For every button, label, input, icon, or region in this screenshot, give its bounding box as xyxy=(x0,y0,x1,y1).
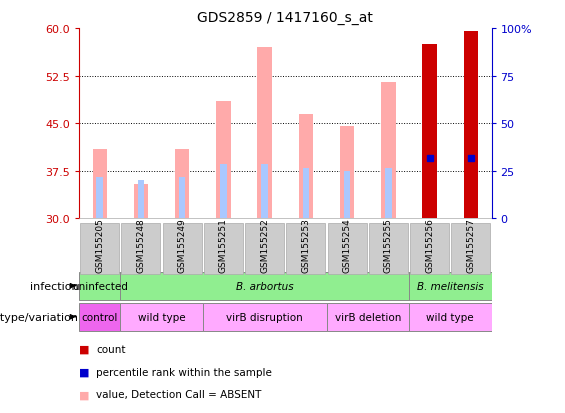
Bar xyxy=(344,171,350,219)
Text: ■: ■ xyxy=(79,367,90,377)
Text: infection: infection xyxy=(30,281,79,291)
Text: virB disruption: virB disruption xyxy=(227,312,303,322)
Bar xyxy=(216,102,231,219)
FancyBboxPatch shape xyxy=(79,272,120,300)
Bar xyxy=(423,45,437,219)
Bar xyxy=(179,178,185,219)
Text: GSM155254: GSM155254 xyxy=(343,218,351,273)
Text: count: count xyxy=(96,344,125,354)
Bar xyxy=(93,149,107,219)
Text: B. arbortus: B. arbortus xyxy=(236,281,293,291)
Text: GSM155205: GSM155205 xyxy=(95,218,104,273)
FancyBboxPatch shape xyxy=(409,303,492,331)
Text: GSM155248: GSM155248 xyxy=(137,218,145,273)
Text: GSM155255: GSM155255 xyxy=(384,218,393,273)
Bar xyxy=(340,127,354,219)
Bar xyxy=(138,181,144,219)
Bar xyxy=(381,83,395,219)
Text: B. melitensis: B. melitensis xyxy=(417,281,484,291)
Text: rank, Detection Call = ABSENT: rank, Detection Call = ABSENT xyxy=(96,412,257,413)
Text: genotype/variation: genotype/variation xyxy=(0,312,79,322)
FancyBboxPatch shape xyxy=(203,303,327,331)
Bar xyxy=(97,178,103,219)
Text: GSM155256: GSM155256 xyxy=(425,218,434,273)
Text: virB deletion: virB deletion xyxy=(334,312,401,322)
Bar xyxy=(464,32,478,219)
Bar xyxy=(258,48,272,219)
Text: ■: ■ xyxy=(79,389,90,399)
FancyBboxPatch shape xyxy=(409,272,492,300)
Title: GDS2859 / 1417160_s_at: GDS2859 / 1417160_s_at xyxy=(197,11,373,25)
Text: percentile rank within the sample: percentile rank within the sample xyxy=(96,367,272,377)
Bar xyxy=(175,149,189,219)
Bar xyxy=(299,114,313,219)
Bar xyxy=(134,184,148,219)
Text: wild type: wild type xyxy=(427,312,474,322)
Bar xyxy=(385,168,392,219)
Bar xyxy=(220,165,227,219)
Text: GSM155257: GSM155257 xyxy=(467,218,475,273)
Text: wild type: wild type xyxy=(138,312,185,322)
FancyBboxPatch shape xyxy=(327,303,409,331)
FancyBboxPatch shape xyxy=(120,303,203,331)
Text: value, Detection Call = ABSENT: value, Detection Call = ABSENT xyxy=(96,389,262,399)
FancyBboxPatch shape xyxy=(79,303,120,331)
Bar xyxy=(303,168,309,219)
Text: GSM155253: GSM155253 xyxy=(302,218,310,273)
Text: uninfected: uninfected xyxy=(72,281,128,291)
Bar xyxy=(262,165,268,219)
Text: GSM155251: GSM155251 xyxy=(219,218,228,273)
Text: ■: ■ xyxy=(79,412,90,413)
FancyBboxPatch shape xyxy=(120,272,409,300)
Text: GSM155252: GSM155252 xyxy=(260,218,269,273)
Text: GSM155249: GSM155249 xyxy=(178,218,186,273)
Text: ■: ■ xyxy=(79,344,90,354)
Text: control: control xyxy=(81,312,118,322)
